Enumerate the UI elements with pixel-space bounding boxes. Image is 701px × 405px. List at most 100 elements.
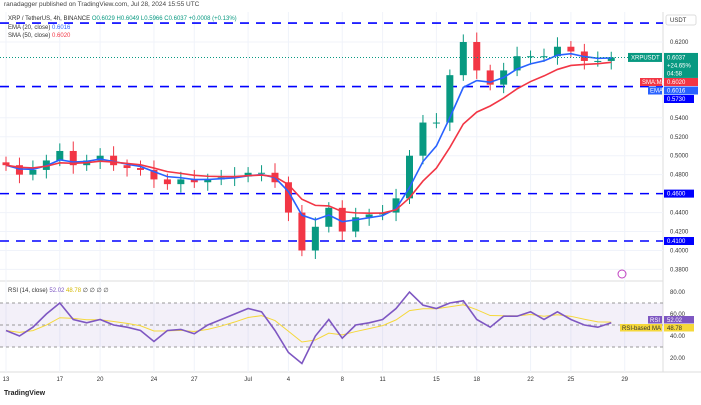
price-tick-label: 0.4400	[670, 211, 689, 217]
price-tick-label: 0.6200	[670, 40, 689, 46]
candle	[419, 122, 427, 156]
candle	[459, 42, 467, 76]
currency-button	[665, 14, 697, 26]
price-tag-change: +24.65%	[667, 63, 692, 69]
time-tick-label: 25	[568, 377, 575, 383]
level-tag-label: 0.5730	[667, 97, 686, 103]
candle	[163, 179, 171, 185]
ohlc-change: +0.0008 (+0.13%)	[188, 16, 237, 22]
candle	[553, 46, 561, 57]
rsi-value-tag	[664, 316, 694, 324]
price-tick-label: 0.4000	[670, 248, 689, 254]
level-tag	[664, 236, 694, 245]
price-tick-label: 0.5400	[670, 116, 689, 122]
tradingview-logo: TradingView	[4, 390, 46, 397]
time-tick-label: 15	[433, 377, 440, 383]
sma-tag-name: SMA:MA	[642, 80, 666, 86]
candle	[69, 150, 77, 166]
candle	[594, 60, 602, 62]
time-tick-label: 17	[56, 377, 63, 383]
candle	[284, 182, 292, 213]
time-tick-label: 22	[527, 377, 534, 383]
candle	[123, 165, 131, 169]
price-tag-countdown: 04:58	[667, 71, 683, 77]
candle	[311, 226, 319, 251]
sma-label[interactable]: SMA (50, close)	[8, 33, 51, 39]
publish-line: ranadagger published on TradingView.com,…	[4, 1, 200, 8]
rsi-ma-tag-value: 48.78	[667, 326, 683, 332]
price-tick-label: 0.4200	[670, 230, 689, 236]
ema-label[interactable]: EMA (20, close)	[8, 24, 51, 31]
ema-value-tag	[664, 86, 698, 95]
ema-line	[5, 52, 612, 223]
candle	[338, 207, 346, 232]
time-tick-label: 18	[473, 377, 480, 383]
symbol-tag-label: XRPUSDT	[631, 55, 660, 61]
candle	[607, 57, 615, 61]
currency-label: USDT	[670, 18, 687, 24]
time-tick-label: 20	[97, 377, 104, 383]
candle	[110, 155, 118, 166]
price-tag-value: 0.6037	[667, 55, 686, 61]
ema-tag	[648, 86, 662, 95]
candle	[567, 46, 575, 52]
candle	[325, 207, 333, 227]
candle	[486, 70, 494, 85]
candle	[473, 42, 481, 71]
rsi-ma-tag-name: RSI-based MA	[622, 326, 661, 332]
time-tick-label: 29	[621, 377, 628, 383]
time-tick-label: 4	[287, 377, 291, 383]
price-tick-label: 0.5200	[670, 135, 689, 141]
price-tick-label: 0.5000	[670, 154, 689, 160]
ohlc-low: L0.5966	[140, 16, 163, 22]
time-tick-label: 13	[3, 377, 10, 383]
rsi-tick-label: 80.00	[670, 290, 686, 296]
candle	[540, 56, 548, 58]
sma-value: 0.6020	[52, 33, 71, 39]
candle	[446, 75, 454, 123]
rsi-tick-label: 20.00	[670, 356, 686, 362]
rsi-legend: RSI (14, close) 52.02 48.78 ∅ ∅ ∅ ∅	[8, 287, 109, 294]
candle	[258, 172, 266, 174]
time-tick-label: Jul	[244, 377, 252, 383]
sma-tag	[640, 78, 662, 86]
candle	[527, 56, 535, 58]
level-tag	[664, 95, 694, 103]
ohlc-open: O0.6029	[91, 16, 115, 22]
time-tick-label: 8	[341, 377, 345, 383]
candle	[56, 150, 64, 161]
price-tick-label: 0.3800	[670, 267, 689, 273]
candle	[137, 168, 144, 170]
time-tick-label: 11	[379, 377, 386, 383]
rsi-tick-label: 40.00	[670, 334, 686, 340]
alert-icon	[617, 269, 627, 279]
chart-legend: XRP / TetherUS, 4h, BINANCE O0.6029 H0.6…	[8, 15, 237, 41]
candle	[15, 165, 23, 175]
candle	[432, 122, 440, 124]
sma-tag-value: 0.6020	[667, 80, 686, 86]
candle	[392, 198, 400, 213]
candle	[2, 162, 10, 166]
level-tag	[664, 189, 694, 198]
ohlc-close: C0.6037	[164, 16, 187, 22]
candle	[204, 179, 212, 183]
symbol-tag	[628, 52, 662, 62]
candle	[96, 155, 104, 161]
symbol-label[interactable]: XRP / TetherUS, 4h, BINANCE	[8, 16, 91, 22]
candle	[298, 212, 306, 251]
ema-value: 0.6016	[52, 24, 71, 31]
sma-line	[5, 61, 612, 215]
candle	[29, 169, 37, 175]
sma-value-tag	[664, 78, 698, 86]
rsi-ma-tag	[620, 324, 662, 332]
candle	[190, 179, 198, 183]
candle	[244, 172, 252, 177]
candle	[513, 56, 521, 71]
time-tick-label: 24	[151, 377, 158, 383]
price-tag	[664, 52, 698, 78]
candle	[352, 217, 360, 232]
level-tag-label: 0.4100	[667, 239, 686, 245]
time-tick-label: 27	[191, 377, 198, 383]
ema-tag-value: 0.6016	[667, 89, 686, 95]
